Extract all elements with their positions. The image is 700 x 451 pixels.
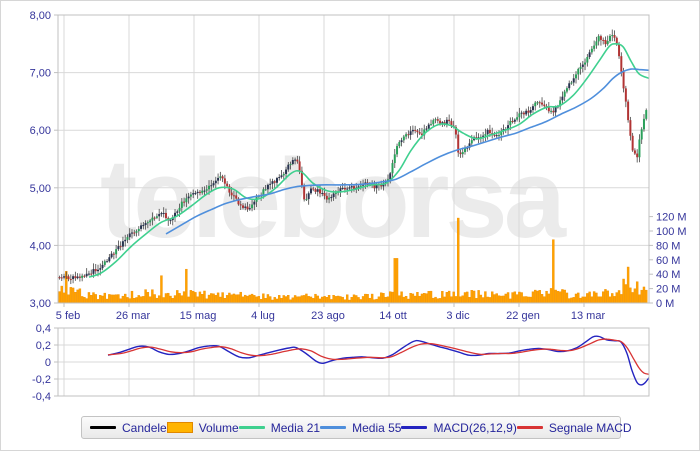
axis-tick-label: -0,2 xyxy=(32,374,51,386)
macd-axis-labels: 0,4 0,2 0 -0,2 -0,4 xyxy=(32,323,58,403)
axis-tick-label: -0,4 xyxy=(32,391,51,403)
axis-tick-label: 100 M xyxy=(656,226,687,238)
svg-text:teleborsa: teleborsa xyxy=(100,136,567,261)
legend-item-macd: MACD(26,12,9) xyxy=(401,420,517,435)
legend-label: Media 21 xyxy=(270,420,321,435)
media55-swatch-icon xyxy=(320,426,347,429)
axis-tick-label: 23 ago xyxy=(311,310,345,322)
axis-tick-label: 15 mag xyxy=(180,310,217,322)
axis-tick-label: 22 gen xyxy=(506,310,540,322)
volume-axis-labels: 120 M 100 M 80 M 60 M 40 M 20 M 0 M xyxy=(649,212,687,310)
axis-tick-label: 80 M xyxy=(656,240,680,252)
legend-label: Candele xyxy=(122,420,167,435)
macd-signal-line xyxy=(107,338,650,375)
media55-line xyxy=(165,68,650,235)
axis-tick-label: 7,00 xyxy=(30,68,51,80)
axis-tick-label: 8,00 xyxy=(30,10,51,22)
axis-tick-label: 13 mar xyxy=(571,310,606,322)
candles xyxy=(58,29,648,285)
legend-item-candele: Candele xyxy=(90,421,167,435)
watermark: teleborsa xyxy=(100,136,571,261)
chart-legend: Candele Volume Media 21 Media 55 MACD(26… xyxy=(81,416,632,439)
macd-grid xyxy=(58,328,649,396)
segnale-macd-swatch-icon xyxy=(516,426,543,429)
legend-item-segnale-macd: Segnale MACD xyxy=(516,420,632,435)
date-axis-labels: 5 feb 26 mar 15 mag 4 lug 23 ago 14 ott 3 dic 2… xyxy=(56,303,606,322)
legend-item-media21: Media 21 xyxy=(238,420,321,435)
axis-tick-label: 4,00 xyxy=(30,240,51,252)
media21-swatch-icon xyxy=(238,426,265,429)
axis-tick-label: 120 M xyxy=(656,212,687,224)
axis-tick-label: 14 ott xyxy=(379,310,407,322)
candele-swatch-icon xyxy=(90,426,116,429)
axis-tick-label: 5 feb xyxy=(56,310,80,322)
macd-swatch-icon xyxy=(401,426,428,429)
volume-swatch-icon xyxy=(166,422,193,433)
axis-tick-label: 3,00 xyxy=(30,298,51,310)
macd-line xyxy=(107,335,650,386)
axis-tick-label: 60 M xyxy=(656,255,680,267)
legend-item-volume: Volume xyxy=(166,420,239,435)
axis-tick-label: 0,4 xyxy=(36,323,51,335)
axis-tick-label: 5,00 xyxy=(30,183,51,195)
axis-tick-label: 6,00 xyxy=(30,125,51,137)
legend-label: MACD(26,12,9) xyxy=(433,420,517,435)
legend-label: Media 55 xyxy=(352,420,402,435)
price-axis-labels: 8,00 7,00 6,00 5,00 4,00 3,00 xyxy=(30,10,58,310)
axis-tick-label: 0 xyxy=(45,357,51,369)
axis-tick-label: 3 dic xyxy=(446,310,470,322)
axis-tick-label: 20 M xyxy=(656,284,680,296)
legend-item-media55: Media 55 xyxy=(320,421,401,435)
axis-tick-label: 40 M xyxy=(656,269,680,281)
axis-tick-label: 4 lug xyxy=(251,310,275,322)
axis-tick-label: 26 mar xyxy=(116,310,151,322)
media21-line xyxy=(88,42,650,278)
legend-label: Volume xyxy=(198,420,239,435)
legend-label: Segnale MACD xyxy=(548,420,632,435)
axis-tick-label: 0,2 xyxy=(36,340,51,352)
axis-tick-label: 0 M xyxy=(656,298,674,310)
